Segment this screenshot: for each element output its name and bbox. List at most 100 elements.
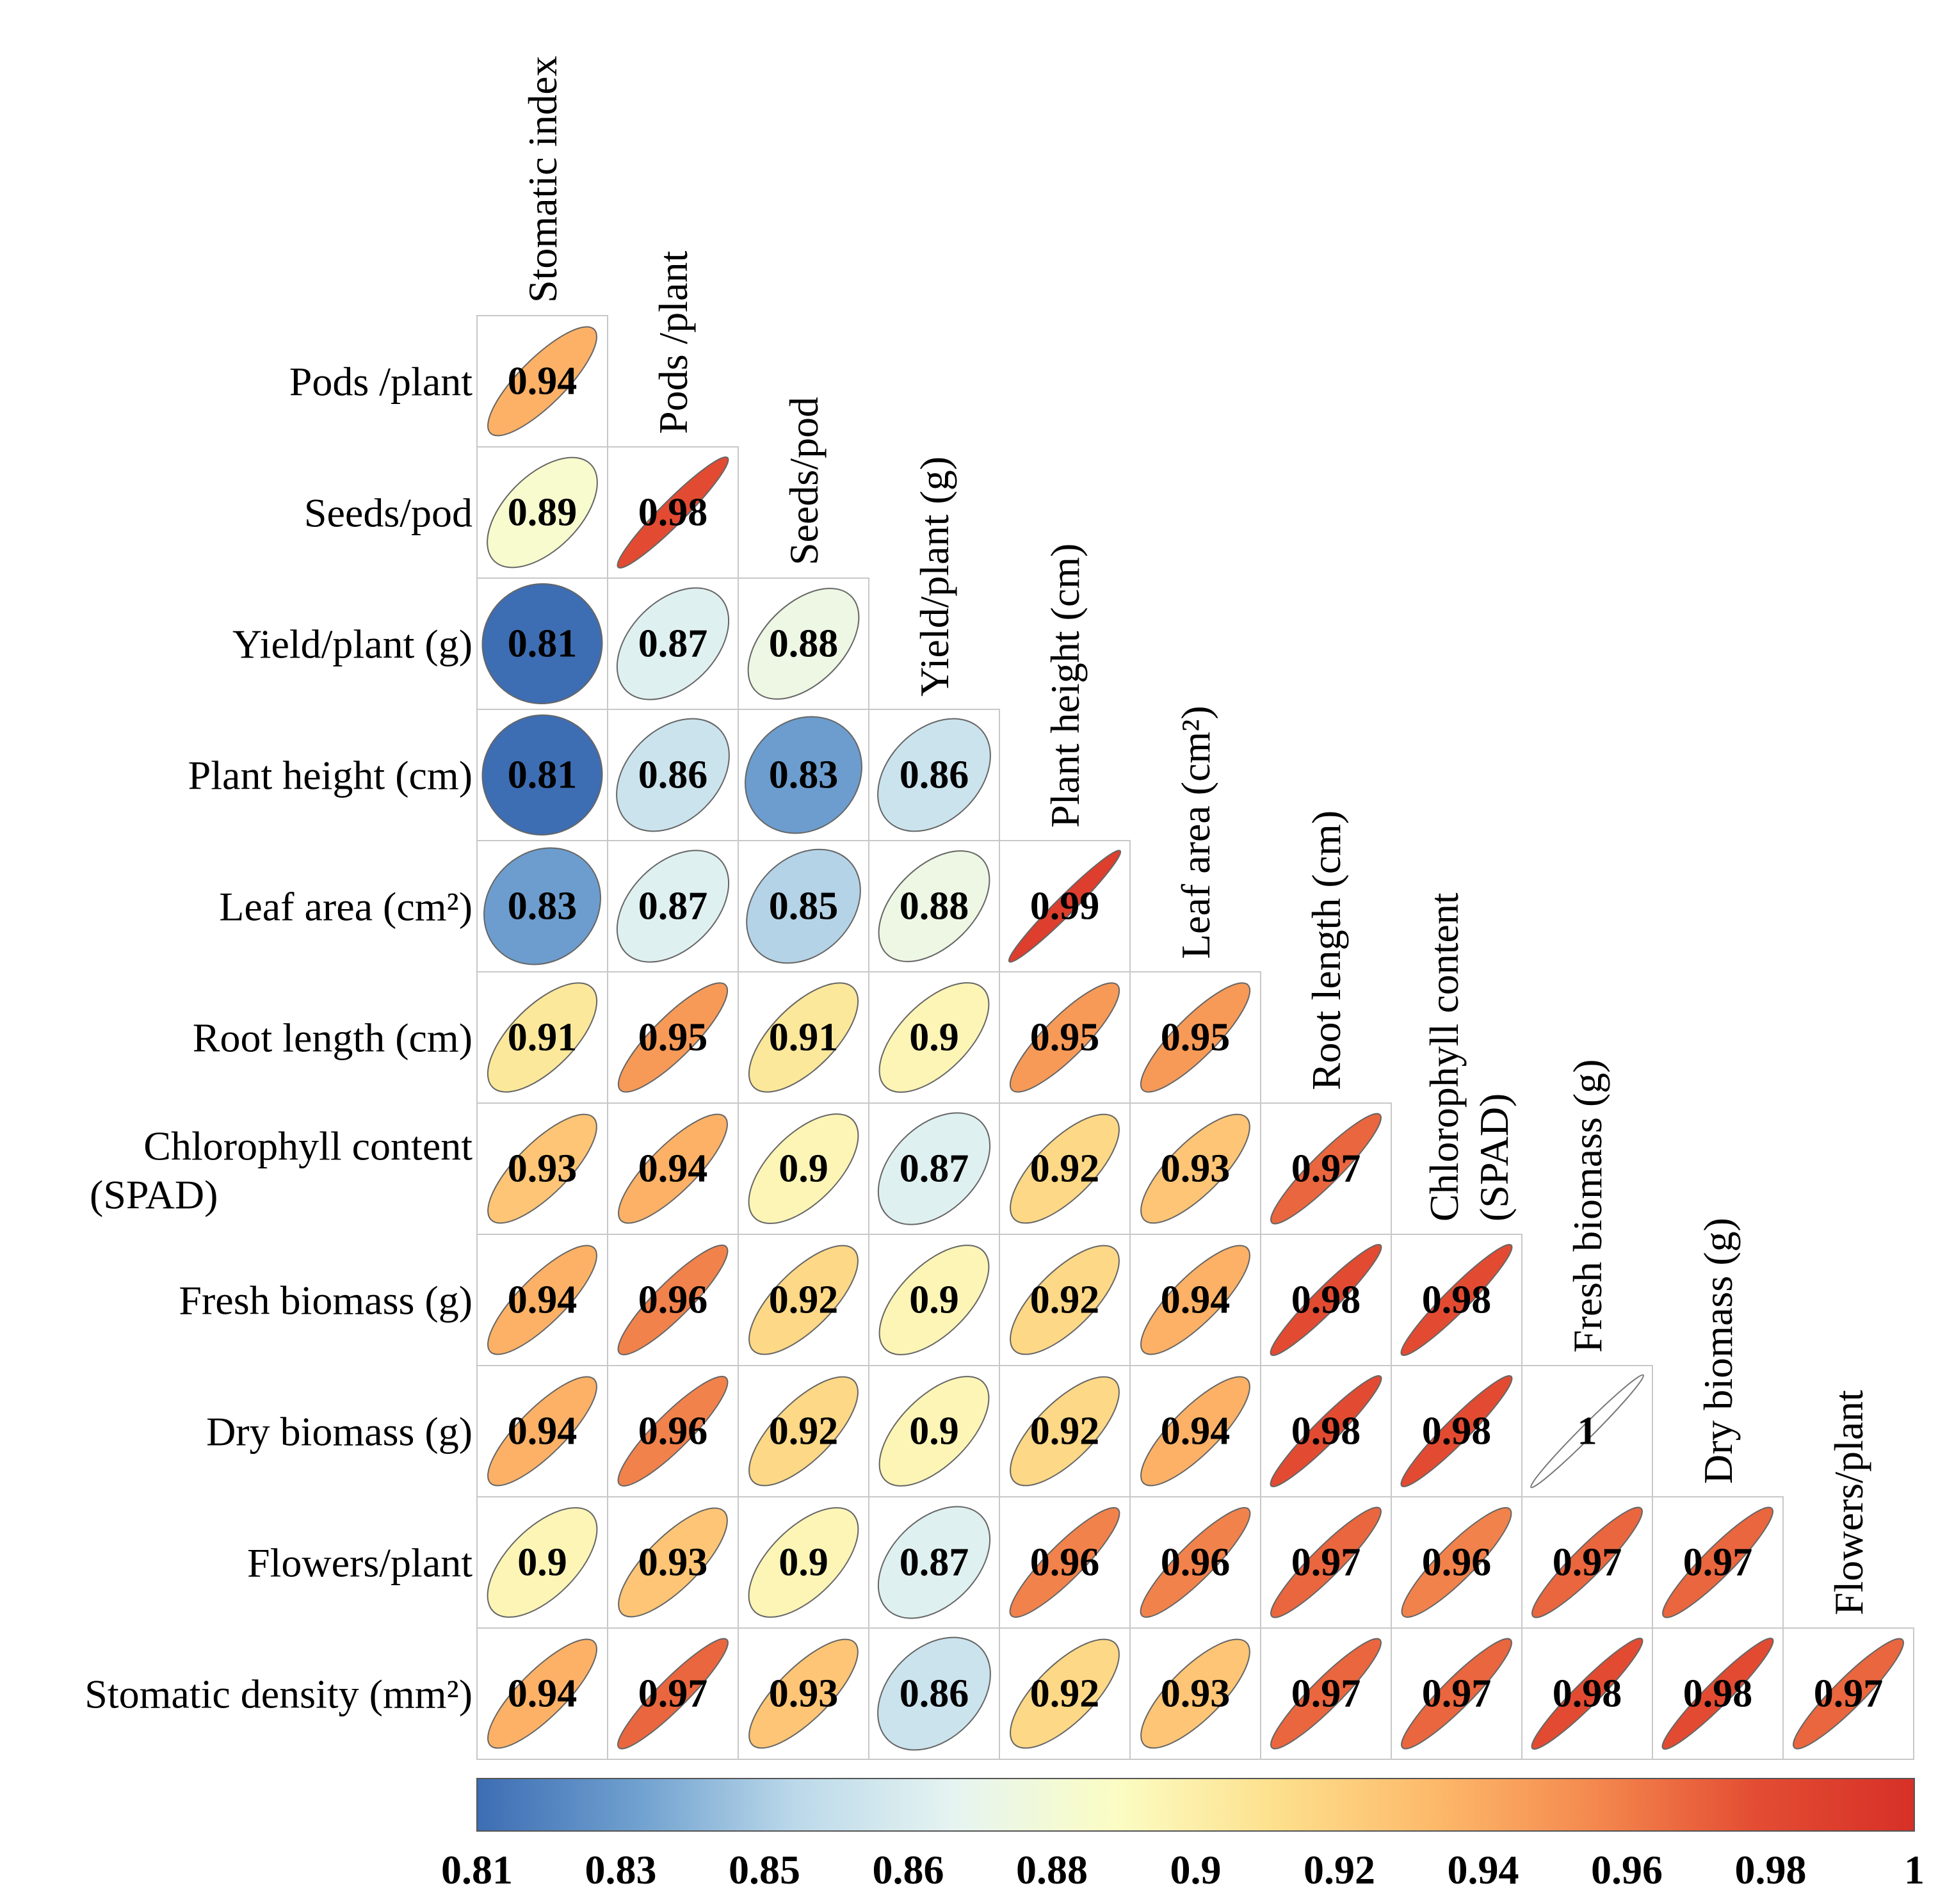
- value-r9-c0: 0.9: [517, 1541, 567, 1585]
- colorbar-tick: 0.9: [1170, 1847, 1222, 1892]
- value-r3-c0: 0.81: [508, 754, 577, 797]
- colorbar-tick: 0.94: [1448, 1847, 1519, 1892]
- value-r7-c3: 0.9: [909, 1279, 959, 1322]
- ellipse-r10-c8: [1531, 1638, 1643, 1750]
- ellipse-r5-c1: [617, 982, 729, 1093]
- ellipse-r7-c1: [617, 1245, 729, 1355]
- ellipse-r10-c0: [487, 1638, 597, 1749]
- value-r3-c3: 0.86: [900, 754, 969, 797]
- colorbar-tick: 0.83: [585, 1847, 657, 1892]
- ellipse-r6-c0: [487, 1113, 597, 1224]
- value-r6-c4: 0.92: [1030, 1147, 1100, 1191]
- ellipse-r4-c4: [1008, 850, 1122, 963]
- ellipse-r10-c1: [617, 1638, 729, 1750]
- column-label-yield-plant-g: Yield/plant (g): [912, 456, 957, 697]
- colorbar-tick: 0.85: [729, 1847, 800, 1892]
- ellipse-r9-c6: [1270, 1506, 1382, 1618]
- column-labels: Stomatic index Pods /plant Seeds/pod Yield/…: [520, 56, 1871, 1615]
- ellipse-r3-c1: [616, 718, 730, 832]
- ellipse-r7-c7: [1400, 1244, 1513, 1356]
- row-label-seeds-pod: Seeds/pod: [304, 490, 472, 536]
- value-r2-c0: 0.81: [508, 622, 577, 666]
- cell-r10-c10: [1782, 1627, 1914, 1760]
- row-labels: Pods /plant Seeds/pod Yield/plant (g) Plant…: [85, 359, 472, 1717]
- value-r9-c2: 0.9: [779, 1541, 828, 1585]
- ellipse-r8-c8: [1530, 1374, 1644, 1489]
- ellipse-r3-c0: [481, 714, 603, 836]
- ellipse-r4-c2: [746, 848, 861, 964]
- ellipse-r2-c1: [616, 587, 730, 700]
- colorbar-tick: 0.98: [1735, 1847, 1807, 1892]
- ellipse-r8-c3: [878, 1376, 990, 1487]
- row-label-stomatic-density-mm: Stomatic density (mm²): [85, 1672, 472, 1717]
- value-r5-c5: 0.95: [1161, 1016, 1231, 1060]
- column-label-pods-plant: Pods /plant: [650, 251, 696, 434]
- value-r5-c0: 0.91: [508, 1016, 577, 1060]
- value-r9-c3: 0.87: [900, 1541, 969, 1585]
- value-r10-c4: 0.92: [1030, 1672, 1100, 1716]
- value-r9-c5: 0.96: [1161, 1541, 1231, 1585]
- value-r10-c1: 0.97: [638, 1672, 708, 1716]
- ellipse-r3-c3: [877, 718, 991, 832]
- ellipse-r8-c1: [617, 1376, 729, 1487]
- ellipse-r1-c1: [617, 456, 729, 569]
- ellipse-r10-c10: [1793, 1638, 1904, 1750]
- column-label-fresh-biomass-g: Fresh biomass (g): [1565, 1059, 1610, 1353]
- value-r10-c6: 0.97: [1291, 1672, 1361, 1716]
- value-r6-c6: 0.97: [1291, 1147, 1361, 1191]
- value-r7-c0: 0.94: [508, 1279, 577, 1322]
- row-label-leaf-area-cm: Leaf area (cm²): [219, 884, 472, 930]
- colorbar-tick: 0.81: [441, 1847, 513, 1892]
- row-label-flowers-plant: Flowers/plant: [247, 1540, 472, 1586]
- ellipse-r4-c3: [878, 850, 990, 962]
- ellipse-r2-c2: [747, 588, 860, 700]
- column-label-leaf-area-cm: Leaf area (cm²): [1173, 706, 1218, 959]
- ellipse-r8-c2: [748, 1376, 859, 1487]
- row-label-root-length-cm: Root length (cm): [193, 1015, 472, 1061]
- ellipse-r8-c0: [487, 1376, 597, 1487]
- ellipse-r7-c6: [1270, 1244, 1382, 1356]
- ellipse-r7-c0: [487, 1245, 597, 1355]
- row-label-dry-biomass-g: Dry biomass (g): [206, 1409, 472, 1455]
- value-r8-c8: 1: [1578, 1410, 1597, 1453]
- value-r1-c0: 0.89: [508, 491, 577, 535]
- ellipse-r9-c5: [1140, 1507, 1251, 1618]
- value-r4-c1: 0.87: [638, 885, 708, 928]
- ellipse-r9-c2: [748, 1507, 859, 1618]
- ellipse-r10-c4: [1010, 1638, 1120, 1749]
- value-r5-c4: 0.95: [1030, 1016, 1100, 1060]
- value-r6-c3: 0.87: [900, 1147, 969, 1191]
- value-r9-c4: 0.96: [1030, 1541, 1100, 1585]
- value-r10-c8: 0.98: [1553, 1672, 1622, 1716]
- value-r9-c6: 0.97: [1291, 1541, 1361, 1585]
- value-r10-c2: 0.93: [769, 1672, 839, 1716]
- value-r5-c3: 0.9: [909, 1016, 959, 1060]
- value-r10-c9: 0.98: [1683, 1672, 1753, 1716]
- value-r8-c0: 0.94: [508, 1410, 577, 1453]
- ellipse-r10-c7: [1401, 1638, 1512, 1750]
- ellipse-r6-c3: [877, 1112, 991, 1225]
- value-r10-c3: 0.86: [900, 1672, 969, 1716]
- ellipse-r7-c2: [748, 1245, 859, 1355]
- value-r9-c8: 0.97: [1553, 1541, 1622, 1585]
- ellipse-r5-c2: [748, 982, 859, 1093]
- column-label-root-length-cm: Root length (cm): [1304, 811, 1349, 1090]
- ellipse-r7-c5: [1140, 1245, 1250, 1355]
- ellipse-r9-c4: [1009, 1507, 1120, 1618]
- ellipse-r10-c2: [748, 1638, 859, 1749]
- ellipse-r3-c2: [745, 716, 862, 834]
- colorbar-tick: 0.96: [1591, 1847, 1663, 1892]
- value-r7-c4: 0.92: [1030, 1279, 1100, 1322]
- ellipse-r6-c1: [618, 1113, 728, 1224]
- column-label-stomatic-index: Stomatic index: [520, 56, 565, 303]
- row-label-yield-plant-g: Yield/plant (g): [232, 622, 472, 667]
- value-r9-c9: 0.97: [1683, 1541, 1753, 1585]
- ellipse-r9-c1: [618, 1507, 728, 1618]
- value-r8-c5: 0.94: [1161, 1410, 1231, 1453]
- value-r3-c1: 0.86: [638, 754, 708, 797]
- value-r4-c3: 0.88: [900, 885, 969, 928]
- value-r0-c0: 0.94: [508, 360, 577, 403]
- ellipse-r1-c0: [487, 456, 598, 569]
- column-label-plant-height-cm: Plant height (cm): [1042, 544, 1088, 828]
